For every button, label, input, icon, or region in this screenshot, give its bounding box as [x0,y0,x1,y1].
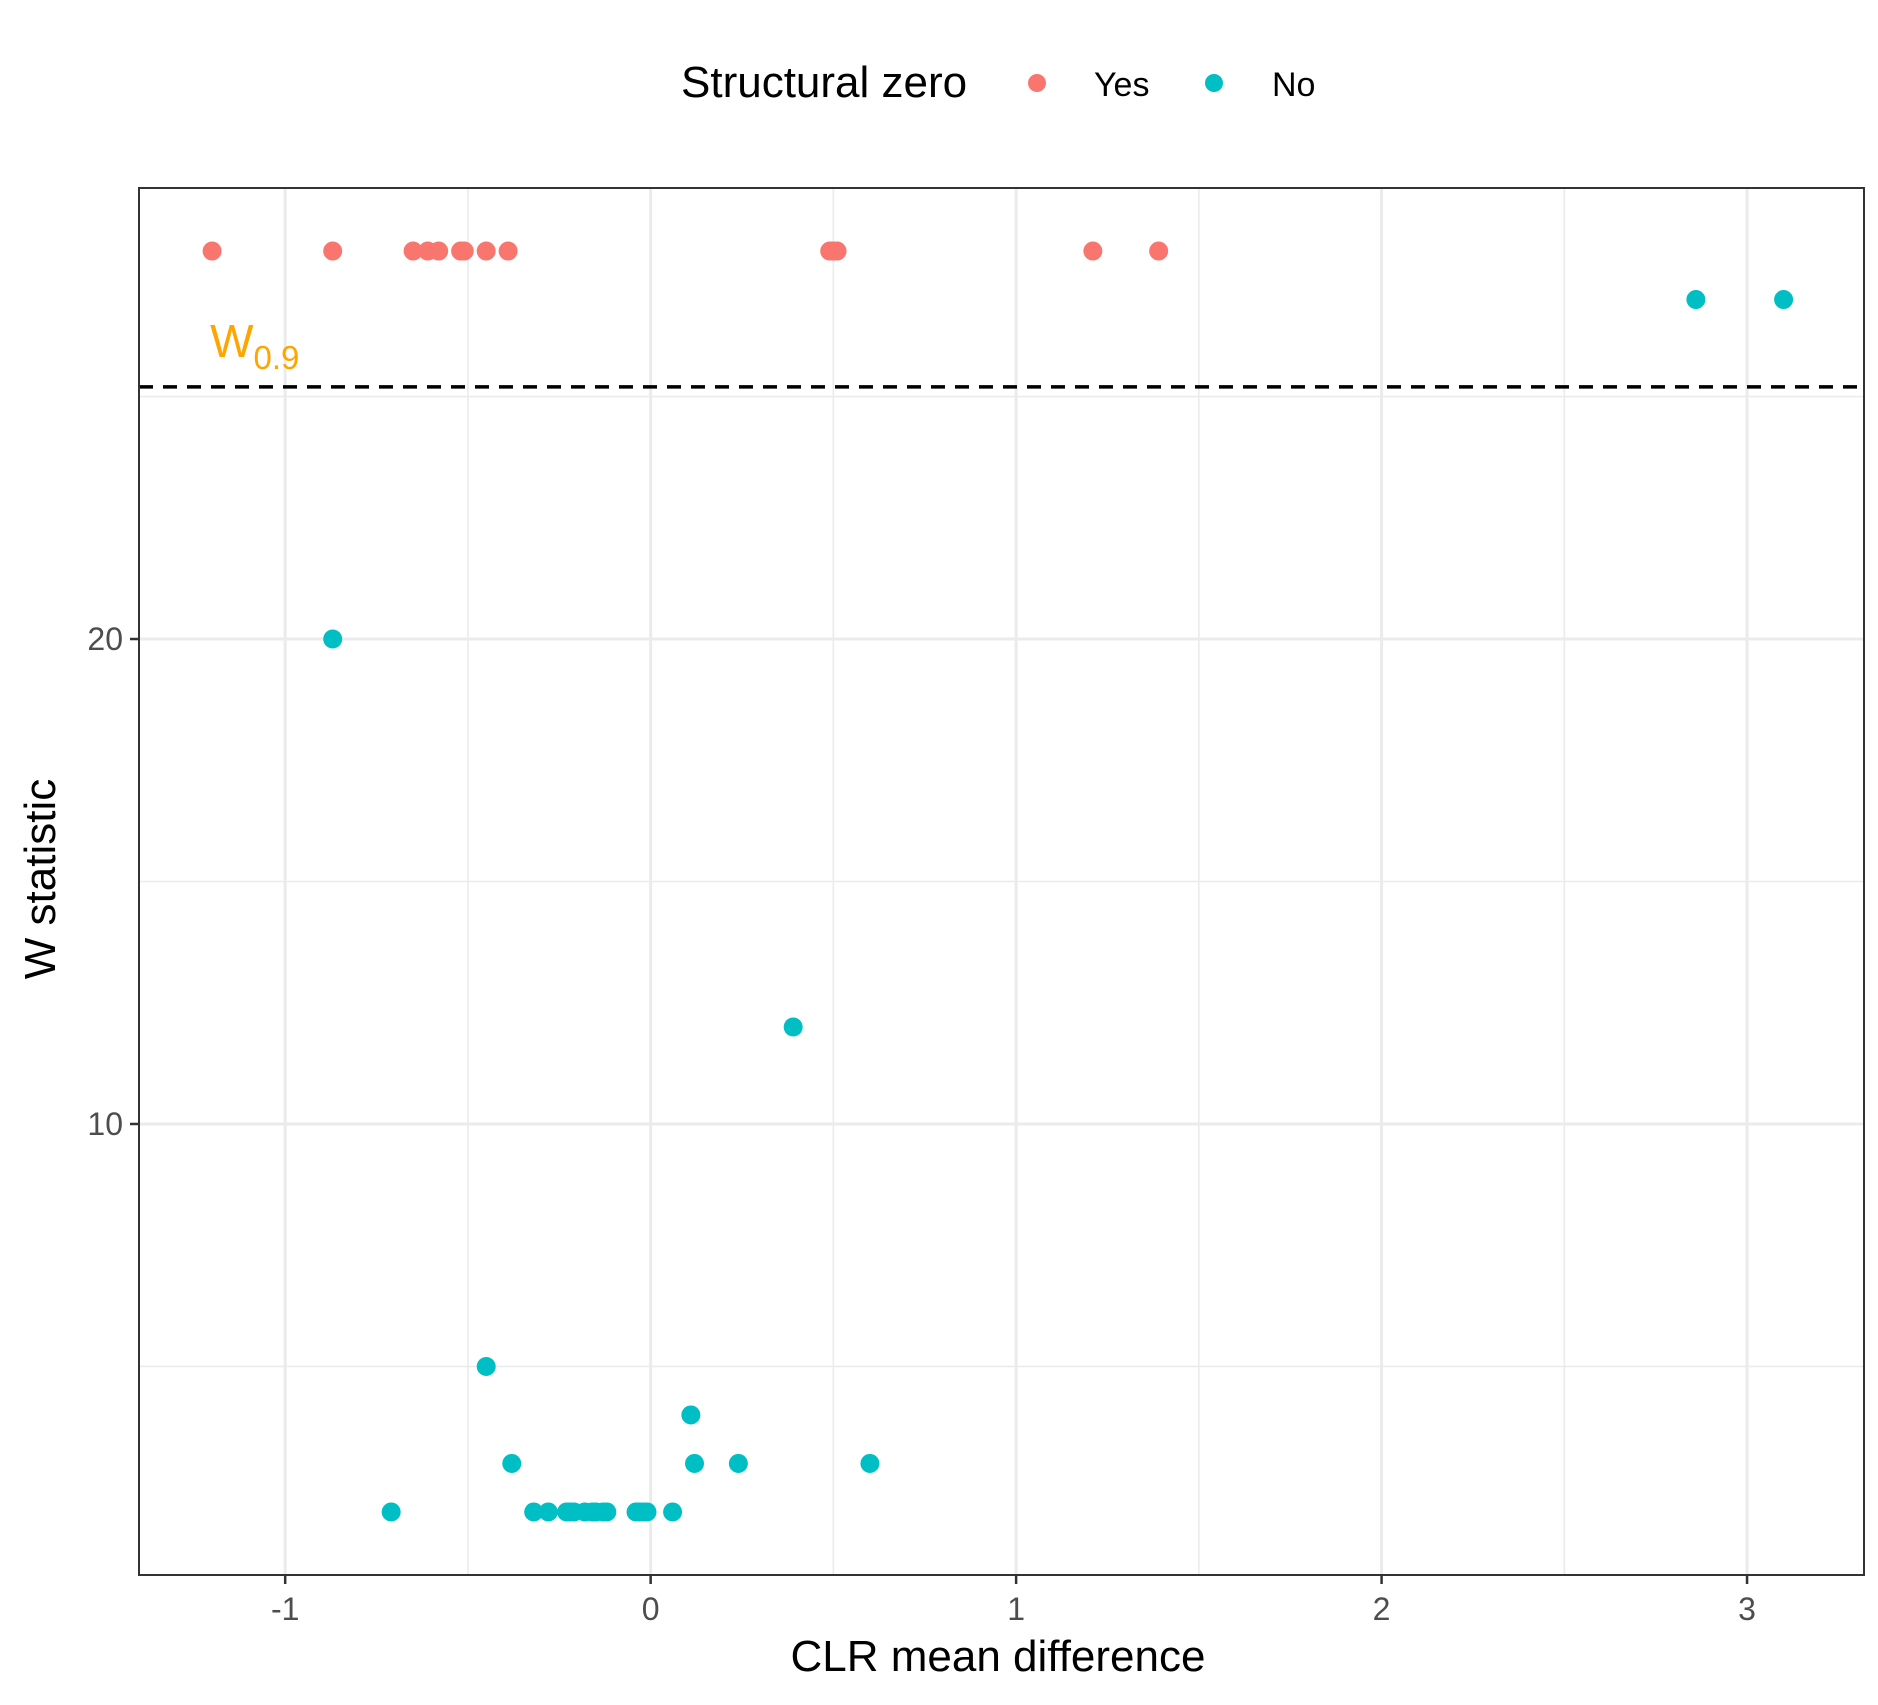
data-point-no [381,1502,401,1522]
data-point-no [685,1453,705,1473]
data-point-yes [1149,241,1169,261]
data-point-no [663,1502,683,1522]
threshold-label: W0.9 [210,315,299,376]
plot-panel: -1 0 1 2 3 10 20 [87,187,1865,1627]
x-tick-label: -1 [271,1591,299,1627]
data-point-no [476,1356,496,1376]
data-point-yes [403,241,423,261]
data-point-yes [323,241,343,261]
data-point-no [860,1453,880,1473]
series-yes [202,241,1169,261]
y-axis-title: W statistic [16,779,65,979]
legend-label-no: No [1272,66,1315,104]
legend: Structural zero Yes No [681,58,1315,107]
threshold-label-subscript: 0.9 [254,339,300,376]
data-point-no [538,1502,558,1522]
data-point-no [502,1453,522,1473]
data-point-yes [1083,241,1103,261]
legend-title: Structural zero [681,58,967,107]
x-axis-title: CLR mean difference [791,1632,1206,1681]
x-tick-label: 1 [1007,1591,1025,1627]
data-point-no [783,1017,803,1037]
x-tick-label: 3 [1738,1591,1756,1627]
series-no [323,290,1794,1522]
data-point-no [597,1502,617,1522]
data-point-yes [827,241,847,261]
legend-marker-yes [1028,74,1046,92]
panel-border [138,187,1865,1576]
data-point-no [681,1405,701,1425]
data-point-no [728,1453,748,1473]
data-point-no [637,1502,657,1522]
data-point-yes [498,241,518,261]
data-point-yes [429,241,449,261]
data-point-yes [454,241,474,261]
data-point-yes [476,241,496,261]
legend-label-yes: Yes [1094,66,1149,104]
x-tick-label: 0 [642,1591,660,1627]
y-tick-label: 20 [87,621,123,657]
legend-marker-no [1205,74,1223,92]
data-point-yes [202,241,222,261]
y-tick-label: 10 [87,1106,123,1142]
data-point-no [1774,290,1794,310]
threshold-label-main: W [210,315,254,367]
data-point-no [323,629,343,649]
data-point-no [1686,290,1706,310]
svg-text:W0.9: W0.9 [210,315,299,376]
data-point-no [524,1502,544,1522]
x-tick-label: 2 [1373,1591,1391,1627]
